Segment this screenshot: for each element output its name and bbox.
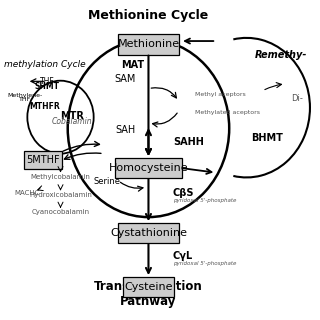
Text: methylation Cycle: methylation Cycle — [4, 60, 86, 69]
Text: MAT: MAT — [121, 60, 144, 70]
Text: Cystathionine: Cystathionine — [110, 228, 187, 238]
Text: Methylcobalamin: Methylcobalamin — [31, 174, 91, 180]
Text: Cysteine: Cysteine — [124, 282, 173, 292]
Text: Cobalamin: Cobalamin — [52, 117, 92, 126]
Text: Methyl aceptors: Methyl aceptors — [195, 92, 245, 98]
Text: Methylene-: Methylene- — [7, 93, 43, 98]
Text: Methionine Cycle: Methionine Cycle — [88, 9, 209, 22]
FancyBboxPatch shape — [118, 34, 179, 54]
Text: CγL: CγL — [173, 252, 193, 261]
Text: Serine: Serine — [93, 177, 120, 186]
Text: MTHFR: MTHFR — [29, 102, 60, 111]
Text: SAHH: SAHH — [173, 137, 204, 147]
Text: CβS: CβS — [173, 188, 195, 198]
Text: Cyanocobalamin: Cyanocobalamin — [31, 209, 90, 215]
FancyBboxPatch shape — [24, 151, 62, 169]
Text: Remethy-: Remethy- — [255, 50, 307, 60]
Text: BHMT: BHMT — [251, 133, 283, 143]
Text: SHMT: SHMT — [35, 82, 60, 91]
Text: Transsulfuration
Pathway: Transsulfuration Pathway — [94, 279, 203, 308]
Text: MTR: MTR — [60, 111, 84, 121]
Text: SAM: SAM — [115, 74, 136, 84]
Text: pyridoxal 5'-phosphate: pyridoxal 5'-phosphate — [173, 261, 236, 266]
Text: Hydroxicobalamin: Hydroxicobalamin — [29, 192, 92, 198]
Text: Methionine: Methionine — [117, 39, 180, 49]
Text: SAH: SAH — [115, 125, 135, 135]
Text: 5MTHF: 5MTHF — [26, 155, 60, 165]
Text: THF: THF — [19, 97, 31, 102]
Text: Homocysteine: Homocysteine — [109, 163, 188, 173]
Text: Di-: Di- — [291, 94, 303, 103]
Text: Methylated aceptors: Methylated aceptors — [195, 110, 260, 115]
FancyBboxPatch shape — [118, 223, 179, 243]
FancyBboxPatch shape — [123, 276, 174, 297]
Text: THF: THF — [40, 77, 54, 86]
FancyBboxPatch shape — [115, 158, 182, 178]
Text: MACHC: MACHC — [14, 190, 39, 196]
Text: pyridoxal 5'-phosphate: pyridoxal 5'-phosphate — [173, 198, 236, 203]
